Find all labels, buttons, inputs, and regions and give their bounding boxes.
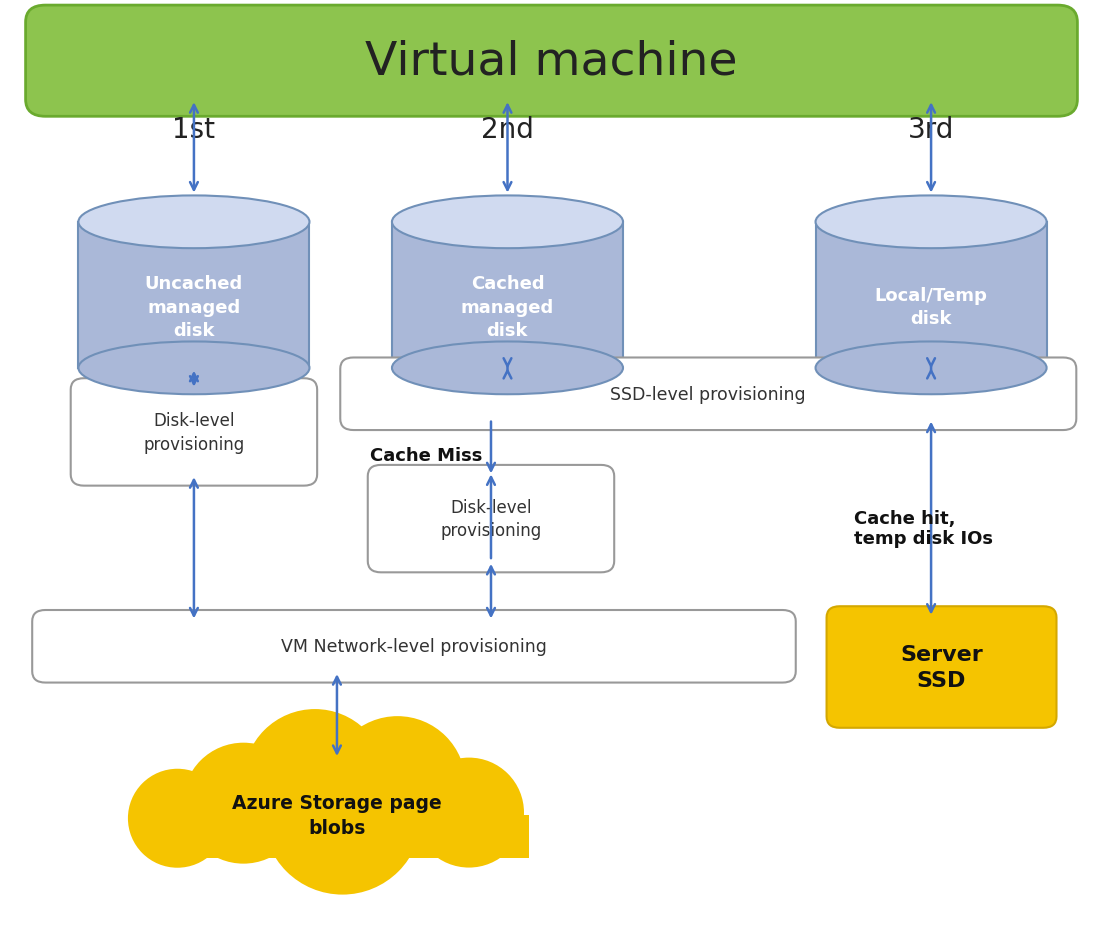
Ellipse shape	[244, 709, 386, 852]
Ellipse shape	[815, 342, 1047, 395]
FancyBboxPatch shape	[340, 358, 1077, 430]
Ellipse shape	[78, 196, 310, 249]
Text: Local/Temp
disk: Local/Temp disk	[875, 286, 987, 328]
Text: 3rd: 3rd	[908, 116, 954, 144]
Text: Cache Miss: Cache Miss	[370, 447, 482, 465]
Text: VM Network-level provisioning: VM Network-level provisioning	[281, 637, 547, 655]
Text: SSD-level provisioning: SSD-level provisioning	[610, 385, 806, 403]
Ellipse shape	[330, 716, 465, 852]
Bar	[815, 223, 1047, 368]
Ellipse shape	[183, 743, 304, 864]
Text: Virtual machine: Virtual machine	[365, 39, 738, 84]
Text: Azure Storage page
blobs: Azure Storage page blobs	[232, 794, 442, 837]
FancyBboxPatch shape	[32, 611, 795, 683]
Text: Disk-level
provisioning: Disk-level provisioning	[143, 412, 245, 453]
FancyBboxPatch shape	[826, 607, 1057, 728]
FancyBboxPatch shape	[71, 379, 318, 486]
Ellipse shape	[815, 196, 1047, 249]
Text: Disk-level
provisioning: Disk-level provisioning	[440, 498, 542, 540]
Text: Cached
managed
disk: Cached managed disk	[461, 275, 554, 340]
Ellipse shape	[128, 769, 227, 868]
Ellipse shape	[78, 342, 310, 395]
Text: 2nd: 2nd	[481, 116, 534, 144]
Ellipse shape	[392, 196, 623, 249]
Bar	[392, 223, 623, 368]
Ellipse shape	[264, 736, 421, 895]
Text: Uncached
managed
disk: Uncached managed disk	[144, 275, 243, 340]
Text: 1st: 1st	[172, 116, 215, 144]
FancyBboxPatch shape	[367, 465, 614, 573]
Bar	[78, 223, 310, 368]
Ellipse shape	[392, 342, 623, 395]
Text: Cache hit,
temp disk IOs: Cache hit, temp disk IOs	[854, 509, 993, 548]
Bar	[150, 816, 529, 858]
Text: Server
SSD: Server SSD	[900, 644, 983, 690]
Ellipse shape	[414, 758, 524, 868]
FancyBboxPatch shape	[25, 6, 1078, 117]
